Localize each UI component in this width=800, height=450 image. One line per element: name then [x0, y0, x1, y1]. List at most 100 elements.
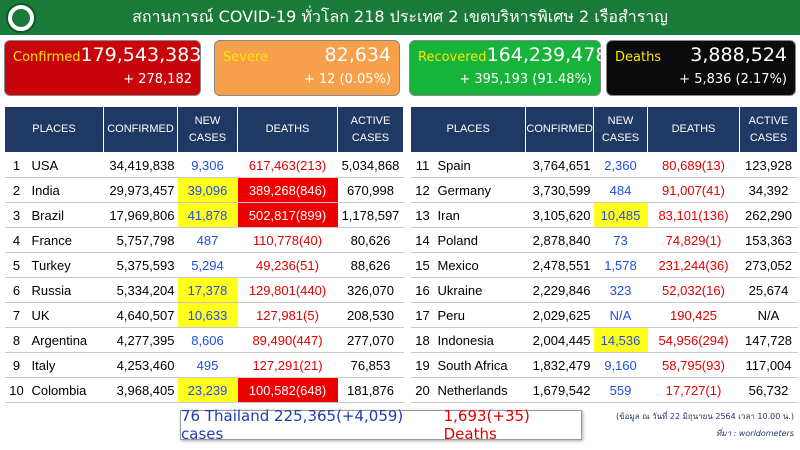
row-active-cases: 56,732 [739, 377, 798, 403]
row-new-cases: 10,485 [593, 202, 648, 228]
row-active-cases: 277,070 [337, 327, 404, 353]
row-rank: 17 [410, 302, 435, 328]
row-new-cases: 495 [177, 352, 238, 378]
row-rank: 10 [4, 377, 29, 403]
row-new-cases: 9,306 [177, 152, 238, 178]
thailand-cases: 76 Thailand 225,365(+4,059) cases [181, 407, 404, 443]
row-active-cases: 5,034,868 [337, 152, 404, 178]
row-confirmed: 34,419,838 [103, 152, 178, 178]
row-new-cases: 2,360 [593, 152, 648, 178]
row-rank: 16 [410, 277, 435, 303]
row-place: Ukraine [434, 277, 526, 303]
row-active-cases: 1,178,597 [337, 202, 404, 228]
row-rank: 1 [4, 152, 29, 178]
row-deaths: 190,425 [647, 302, 740, 328]
row-deaths: 127,291(21) [237, 352, 338, 378]
row-confirmed: 4,277,395 [103, 327, 178, 353]
table-row: 7 UK 4,640,507 10,633 127,981(5) 208,530 [4, 302, 404, 328]
row-rank: 7 [4, 302, 29, 328]
table-row: 19 South Africa 1,832,479 9,160 58,795(93) 11… [410, 352, 798, 378]
deaths-delta: + 5,836 (2.17%) [679, 72, 787, 87]
row-new-cases: 9,160 [593, 352, 648, 378]
row-rank: 6 [4, 277, 29, 303]
table-row: 13 Iran 3,105,620 10,485 83,101(136) 262,290 [410, 202, 798, 228]
summary-cards: Confirmed 179,543,383 + 278,182 Severe 8… [4, 40, 796, 96]
table-row: 1 USA 34,419,838 9,306 617,463(213) 5,034,868 [4, 152, 404, 178]
row-place: USA [28, 152, 104, 178]
thailand-deaths: 1,693(+35) Deaths [443, 407, 530, 443]
row-place: Indonesia [434, 327, 526, 353]
row-place: Italy [28, 352, 104, 378]
table-row: 16 Ukraine 2,229,846 323 52,032(16) 25,674 [410, 277, 798, 303]
row-rank: 13 [410, 202, 435, 228]
row-confirmed: 2,878,840 [525, 227, 594, 253]
table-row: 20 Netherlands 1,679,542 559 17,727(1) 56,732 [410, 377, 798, 403]
row-confirmed: 5,757,798 [103, 227, 178, 253]
row-deaths: 74,829(1) [647, 227, 740, 253]
row-active-cases: 262,290 [739, 202, 798, 228]
row-new-cases: 14,536 [593, 327, 648, 353]
row-rank: 11 [410, 152, 435, 178]
row-deaths: 617,463(213) [237, 152, 338, 178]
confirmed-card: Confirmed 179,543,383 + 278,182 [4, 40, 201, 96]
row-new-cases: 323 [593, 277, 648, 303]
row-deaths: 389,268(846) [237, 177, 338, 203]
row-active-cases: 181,876 [337, 377, 404, 403]
row-active-cases: 25,674 [739, 277, 798, 303]
page-title: สถานการณ์ COVID-19 ทั่วโลก 218 ประเทศ 2 … [132, 7, 668, 26]
row-deaths: 83,101(136) [647, 202, 740, 228]
header-places: PLACES [4, 106, 104, 153]
row-new-cases: 39,096 [177, 177, 238, 203]
row-confirmed: 3,105,620 [525, 202, 594, 228]
row-deaths: 100,582(648) [237, 377, 338, 403]
row-confirmed: 3,968,405 [103, 377, 178, 403]
row-rank: 15 [410, 252, 435, 278]
table-row: 14 Poland 2,878,840 73 74,829(1) 153,363 [410, 227, 798, 253]
row-rank: 4 [4, 227, 29, 253]
header-places: PLACES [409, 106, 527, 153]
row-confirmed: 17,969,806 [103, 202, 178, 228]
row-deaths: 231,244(36) [647, 252, 740, 278]
confirmed-value: 179,543,383 [80, 44, 202, 66]
row-rank: 3 [4, 202, 29, 228]
table-row: 6 Russia 5,334,204 17,378 129,801(440) 326,07… [4, 277, 404, 303]
row-rank: 12 [410, 177, 435, 203]
table-row: 3 Brazil 17,969,806 41,878 502,817(899) 1,178… [4, 202, 404, 228]
row-place: Iran [434, 202, 526, 228]
row-place: Brazil [28, 202, 104, 228]
row-confirmed: 1,679,542 [525, 377, 594, 403]
row-place: UK [28, 302, 104, 328]
row-place: Spain [434, 152, 526, 178]
table-row: 15 Mexico 2,478,551 1,578 231,244(36) 273,052 [410, 252, 798, 278]
row-confirmed: 4,640,507 [103, 302, 178, 328]
deaths-card: Deaths 3,888,524 + 5,836 (2.17%) [606, 40, 796, 96]
row-deaths: 89,490(447) [237, 327, 338, 353]
row-deaths: 49,236(51) [237, 252, 338, 278]
row-place: Mexico [434, 252, 526, 278]
row-active-cases: N/A [739, 302, 798, 328]
header-deaths: DEATHS [237, 106, 338, 153]
header-active-cases: ACTIVE CASES [337, 106, 404, 153]
row-active-cases: 670,998 [337, 177, 404, 203]
recovered-label: Recovered [418, 50, 487, 65]
row-place: India [28, 177, 104, 203]
row-new-cases: 17,378 [177, 277, 238, 303]
recovered-card: Recovered 164,239,478 + 395,193 (91.48%) [409, 40, 607, 96]
source-note: ที่มา : worldometers [716, 429, 794, 438]
row-active-cases: 123,928 [739, 152, 798, 178]
row-deaths: 129,801(440) [237, 277, 338, 303]
row-active-cases: 80,626 [337, 227, 404, 253]
row-place: Turkey [28, 252, 104, 278]
severe-delta: + 12 (0.05%) [303, 72, 391, 87]
row-deaths: 17,727(1) [647, 377, 740, 403]
row-confirmed: 3,730,599 [525, 177, 594, 203]
table-row: 9 Italy 4,253,460 495 127,291(21) 76,853 [4, 352, 404, 378]
row-new-cases: 8,606 [177, 327, 238, 353]
row-place: Germany [434, 177, 526, 203]
row-active-cases: 208,530 [337, 302, 404, 328]
row-new-cases: 559 [593, 377, 648, 403]
table-row: 12 Germany 3,730,599 484 91,007(41) 34,392 [410, 177, 798, 203]
row-active-cases: 326,070 [337, 277, 404, 303]
table-row: 11 Spain 3,764,651 2,360 80,689(13) 123,928 [410, 152, 798, 178]
severe-card: Severe 82,634 + 12 (0.05%) [214, 40, 400, 96]
